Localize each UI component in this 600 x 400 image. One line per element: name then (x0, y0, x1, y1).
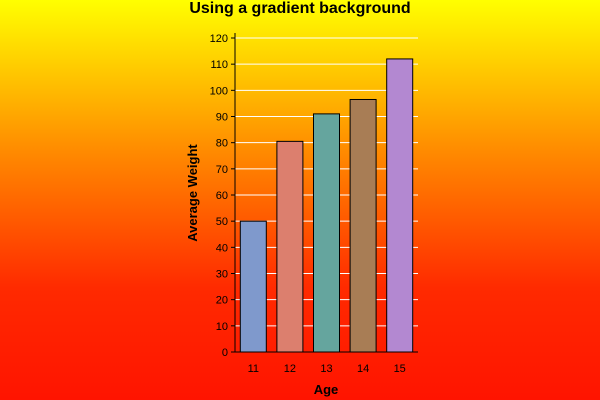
x-tick-labels: 11 12 13 14 15 (248, 363, 406, 375)
bar-15 (386, 58, 414, 353)
y-tick-label: 0 (222, 347, 228, 359)
bar-12 (276, 140, 304, 353)
bars (239, 58, 414, 353)
bar-14 (349, 98, 377, 353)
y-tick-label: 10 (216, 321, 228, 333)
y-tick-label: 50 (216, 216, 228, 228)
y-tick-label: 90 (216, 112, 228, 124)
bar-11 (239, 220, 267, 353)
x-tick-label: 12 (284, 363, 296, 375)
y-tick-label: 100 (210, 85, 228, 97)
y-tick-label: 30 (216, 269, 228, 281)
y-axis-title: Average Weight (185, 144, 200, 242)
x-tick-label: 15 (394, 363, 406, 375)
x-tick-label: 11 (248, 363, 259, 375)
x-axis-title: Age (314, 382, 339, 397)
chart-title: Using a gradient background (189, 0, 411, 17)
x-tick-label: 13 (320, 363, 332, 375)
y-tick-label: 60 (216, 190, 228, 202)
y-tick-labels: 0 10 20 30 40 50 60 70 80 90 100 110 120 (210, 33, 235, 359)
axes (234, 33, 418, 353)
y-tick-label: 40 (216, 242, 228, 254)
x-tick-label: 14 (357, 363, 369, 375)
y-tick-label: 70 (216, 164, 228, 176)
y-tick-label: 110 (210, 59, 228, 71)
y-tick-label: 120 (210, 33, 228, 45)
y-tick-label: 20 (216, 295, 228, 307)
y-tick-label: 80 (216, 138, 228, 150)
bar-13 (313, 113, 340, 353)
